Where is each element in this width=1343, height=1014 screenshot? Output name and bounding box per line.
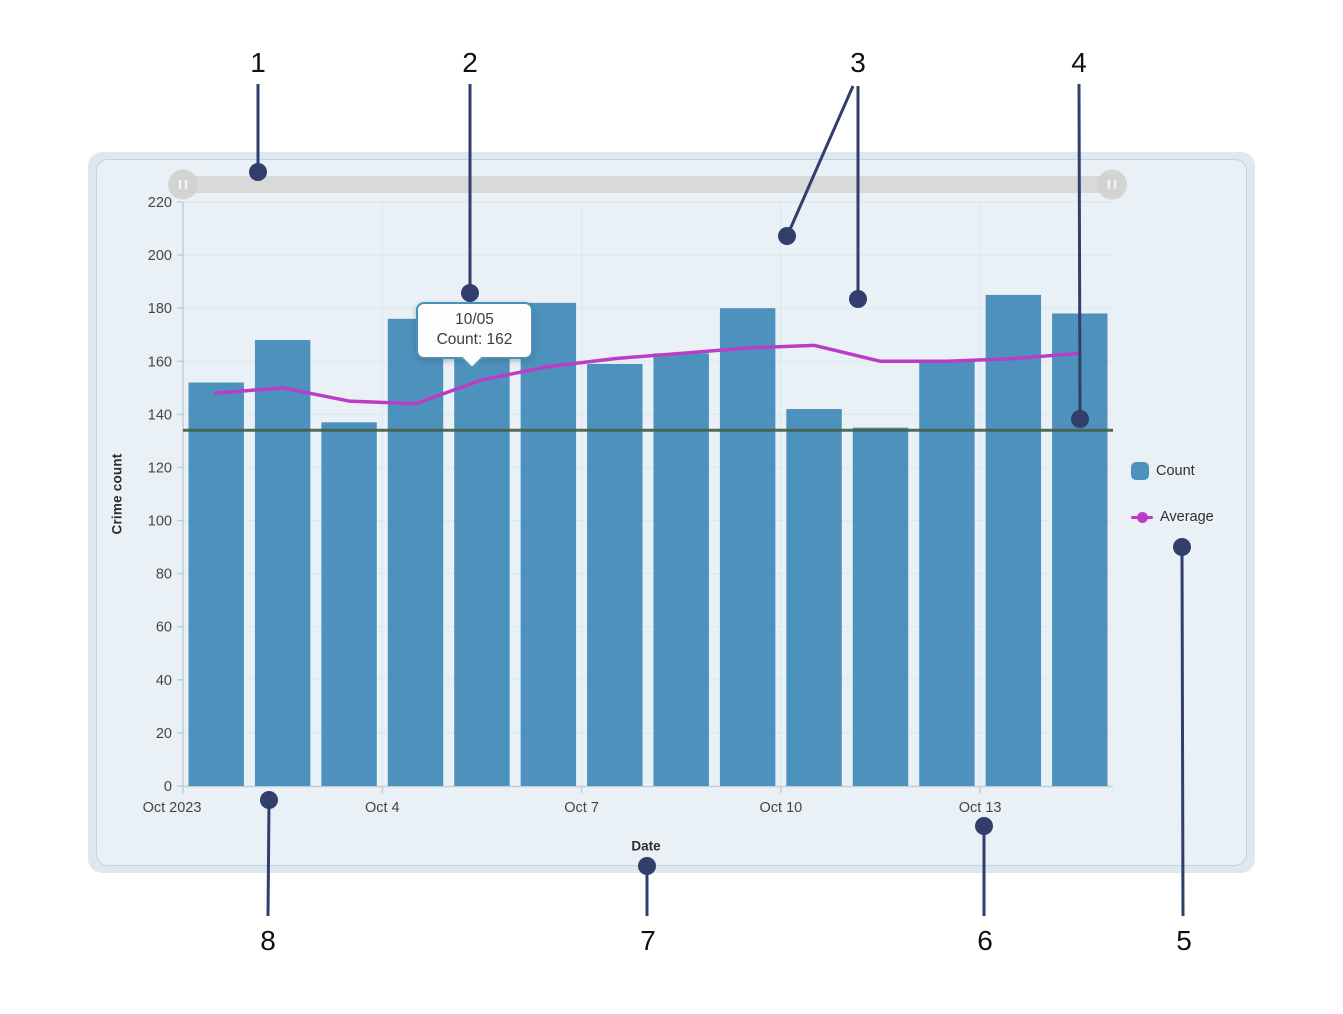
tooltip-count: Count: 162 bbox=[436, 331, 513, 348]
count-swatch-icon bbox=[1131, 462, 1149, 480]
callout-number: 7 bbox=[640, 925, 656, 956]
y-axis-title: Crime count bbox=[109, 453, 125, 535]
callout-number: 3 bbox=[850, 47, 866, 78]
legend-item-count[interactable]: Count bbox=[1131, 461, 1214, 481]
callout-number: 5 bbox=[1176, 925, 1192, 956]
time-slider-handle-left[interactable] bbox=[168, 169, 198, 200]
callout-number: 4 bbox=[1071, 47, 1087, 78]
bar-10/05[interactable] bbox=[454, 355, 510, 786]
bar-10/09[interactable] bbox=[719, 308, 776, 786]
bar-10/10[interactable] bbox=[786, 409, 842, 786]
time-slider-track[interactable] bbox=[176, 176, 1120, 193]
callout-number: 1 bbox=[250, 47, 266, 78]
average-swatch-icon bbox=[1131, 508, 1153, 526]
bar-10/11[interactable] bbox=[852, 427, 909, 786]
bar-10/06[interactable] bbox=[520, 302, 577, 786]
callout-number: 2 bbox=[462, 47, 478, 78]
callout-number: 6 bbox=[977, 925, 993, 956]
bar-10/13[interactable] bbox=[985, 294, 1042, 786]
legend-item-average[interactable]: Average bbox=[1131, 507, 1214, 527]
bar-10/14[interactable] bbox=[1052, 313, 1108, 786]
legend-label-average: Average bbox=[1160, 509, 1214, 525]
callout-number: 8 bbox=[260, 925, 276, 956]
bar-10/01[interactable] bbox=[188, 382, 244, 786]
time-slider-handle-right[interactable] bbox=[1097, 169, 1127, 200]
data-tooltip: 10/05 Count: 162 bbox=[416, 302, 533, 370]
bar-10/08[interactable] bbox=[653, 353, 709, 786]
bar-10/04[interactable] bbox=[387, 318, 444, 786]
legend-label-count: Count bbox=[1156, 463, 1195, 479]
legend: Count Average bbox=[1131, 461, 1214, 553]
bar-10/03[interactable] bbox=[321, 422, 377, 786]
average-line[interactable] bbox=[214, 343, 1082, 406]
bar-10/07[interactable] bbox=[587, 363, 643, 786]
tooltip-date: 10/05 bbox=[455, 311, 494, 328]
bar-10/12[interactable] bbox=[919, 361, 975, 786]
bar-10/02[interactable] bbox=[254, 340, 311, 786]
x-axis-title: Date bbox=[631, 838, 661, 854]
